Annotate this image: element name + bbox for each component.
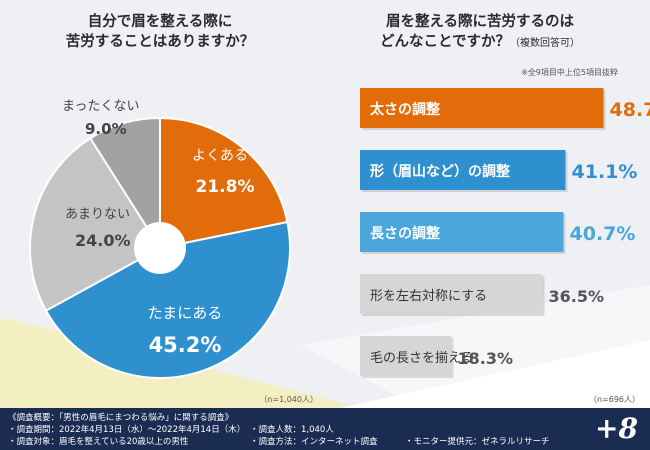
bar-value-1: 48.7% <box>610 99 650 121</box>
bar-label-2: 形（眉山など）の調整 <box>370 163 511 180</box>
survey-footer: 《調査概要：「男性の眉毛にまつわる悩み」に関する調査》 ・調査期間：2022年4… <box>0 408 650 450</box>
pie-n-label: （n=1,040人） <box>259 395 318 404</box>
pie-value-1: 21.8% <box>196 177 255 197</box>
bar-title-suffix: （複数回答可） <box>510 36 580 49</box>
bar-value-4: 36.5% <box>549 287 605 306</box>
bar-4 <box>360 274 543 314</box>
bg-shape-white <box>340 340 650 408</box>
pie-value-3: 24.0% <box>75 231 131 250</box>
bar-value-3: 40.7% <box>570 223 636 245</box>
footer-line-5: ・調査方法：インターネット調査 <box>250 437 378 447</box>
bar-label-1: 太さの調整 <box>370 101 441 118</box>
footer-line-3: ・調査対象：眉毛を整えている20歳以上の男性 <box>8 437 189 447</box>
bar-chart: 眉を整える際に苦労するのはどんなことですか？（複数回答可）※全9項目中上位5項目… <box>360 12 650 404</box>
pie-value-4: 9.0% <box>85 120 127 138</box>
pie-label-1: よくある <box>192 148 248 164</box>
footer-line-2: ・調査期間：2022年4月13日（水）～2022年4月14日（木） <box>8 425 246 435</box>
pie-label-4: まったくない <box>62 99 139 114</box>
bar-title-main: どんなことですか？ <box>380 33 510 50</box>
bar-value-2: 41.1% <box>572 161 638 183</box>
pie-label-2: たまにある <box>148 304 223 322</box>
brand-logo: +8 <box>595 412 638 445</box>
pie-label-3: あまりない <box>65 207 130 222</box>
bar-title-line-2: どんなことですか？（複数回答可） <box>380 33 580 50</box>
bar-note: ※全9項目中上位5項目抜粋 <box>521 67 618 77</box>
pie-slice-4 <box>88 116 161 229</box>
pie-center-hole <box>136 224 184 272</box>
pie-title-line-2: 苦労することはありますか？ <box>66 32 255 50</box>
footer-line-4: ・調査人数：1,040人 <box>250 425 334 435</box>
pie-value-2: 45.2% <box>149 333 222 357</box>
bar-5 <box>360 336 452 376</box>
bar-label-3: 長さの調整 <box>370 225 441 242</box>
bar-n-label: （n=696人） <box>589 395 640 404</box>
bar-label-4: 形を左右対称にする <box>370 289 487 304</box>
pie-slice-1 <box>159 116 289 245</box>
bar-title-line-1: 眉を整える際に苦労するのは <box>386 12 575 30</box>
pie-slice-2 <box>44 220 291 379</box>
bar-2 <box>360 150 566 190</box>
footer-line-1: 《調査概要：「男性の眉毛にまつわる悩み」に関する調査》 <box>8 413 234 423</box>
bar-3 <box>360 212 564 252</box>
pie-title-line-1: 自分で眉を整える際に <box>88 12 233 30</box>
footer-line-6: ・モニター提供元：ゼネラルリサーチ <box>405 437 550 447</box>
bar-1 <box>360 88 604 128</box>
bar-value-5: 18.3% <box>458 349 514 368</box>
bar-label-5: 毛の長さを揃える <box>370 350 474 366</box>
